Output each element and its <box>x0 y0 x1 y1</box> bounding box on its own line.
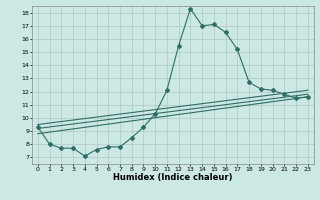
X-axis label: Humidex (Indice chaleur): Humidex (Indice chaleur) <box>113 173 233 182</box>
